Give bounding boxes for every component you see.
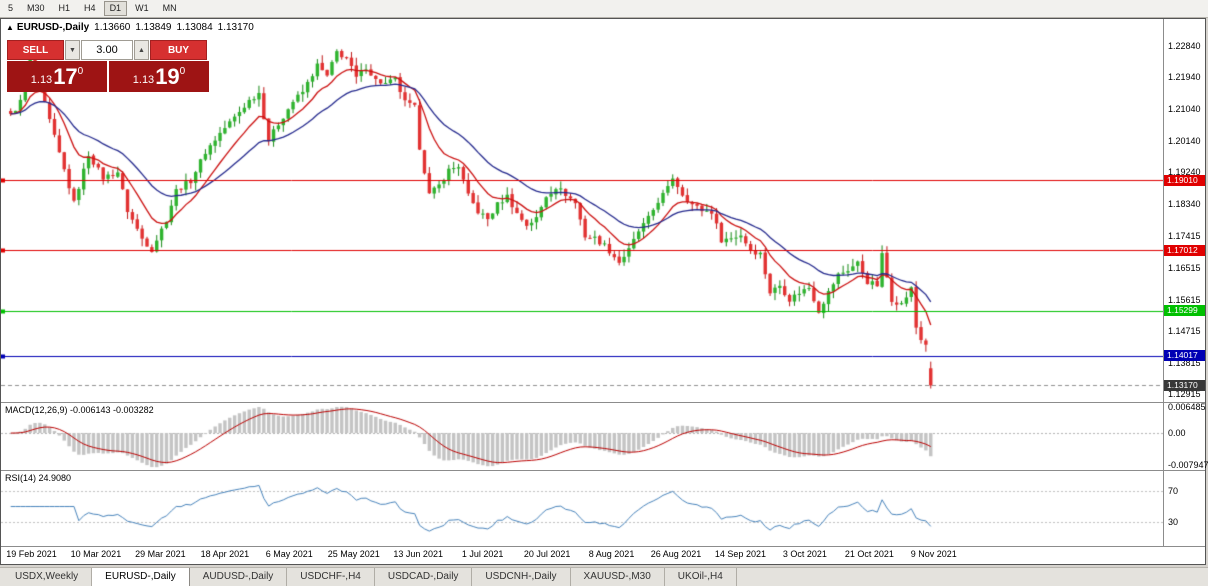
timeframe-button-h1[interactable]: H1 bbox=[52, 1, 77, 16]
date-axis-label: 14 Sep 2021 bbox=[714, 549, 766, 559]
sell-price-display[interactable]: 1.13 17 0 bbox=[7, 61, 107, 92]
chart-tab-usdcad-[interactable]: USDCAD-,Daily bbox=[374, 568, 473, 586]
chart-header: ▲ EURUSD-,Daily 1.13660 1.13849 1.13084 1.131… bbox=[6, 22, 254, 33]
price-level-tag: 1.19010 bbox=[1164, 174, 1205, 186]
price-axis-label: 1.18340 bbox=[1168, 198, 1201, 209]
price-axis-label: 1.20140 bbox=[1168, 135, 1201, 146]
timeframe-button-h4[interactable]: H4 bbox=[78, 1, 102, 16]
candlestick-chart[interactable] bbox=[1, 19, 1163, 546]
sell-price-pips: 17 bbox=[53, 63, 78, 89]
chart-tab-usdchf-[interactable]: USDCHF-,H4 bbox=[287, 568, 375, 586]
timeframe-button-d1[interactable]: D1 bbox=[103, 1, 128, 16]
macd-axis-bottom: -0.007947 bbox=[1168, 460, 1208, 471]
volume-increase-button[interactable]: ▲ bbox=[134, 40, 149, 60]
chart-window: ▲ EURUSD-,Daily 1.13660 1.13849 1.13084 1.131… bbox=[0, 18, 1208, 565]
price-axis-separator bbox=[1163, 19, 1164, 546]
date-axis-label: 20 Jul 2021 bbox=[523, 549, 571, 559]
buy-price-pips: 19 bbox=[155, 63, 180, 89]
one-click-trading-panel: SELL ▼ 3.00 ▲ BUY 1.13 17 0 1.13 19 0 bbox=[7, 40, 209, 92]
timeframe-button-m30[interactable]: M30 bbox=[21, 1, 51, 16]
buy-button[interactable]: BUY bbox=[150, 40, 207, 60]
ohlc-open: 1.13660 bbox=[94, 22, 131, 33]
date-axis-label: 3 Oct 2021 bbox=[782, 549, 827, 559]
trade-prices-row: 1.13 17 0 1.13 19 0 bbox=[7, 61, 209, 92]
price-level-tag: 1.17012 bbox=[1164, 244, 1205, 256]
price-axis-label: 1.12915 bbox=[1168, 389, 1201, 400]
timeframe-button-w1[interactable]: W1 bbox=[129, 1, 155, 16]
price-level-tag: 1.15299 bbox=[1164, 305, 1205, 317]
buy-price-pipette: 0 bbox=[179, 65, 186, 77]
sell-price-pipette: 0 bbox=[77, 65, 84, 77]
rsi-indicator-label: RSI(14) 24.9080 bbox=[5, 473, 72, 483]
volume-decrease-button[interactable]: ▼ bbox=[65, 40, 80, 60]
chart-tab-usdx[interactable]: USDX,Weekly bbox=[2, 568, 93, 586]
price-axis-label: 1.21040 bbox=[1168, 103, 1201, 114]
macd-axis-top: 0.006485 bbox=[1168, 401, 1206, 412]
date-axis-label: 6 May 2021 bbox=[265, 549, 313, 559]
timeframe-button-5[interactable]: 5 bbox=[2, 1, 20, 16]
date-axis-label: 25 May 2021 bbox=[327, 549, 380, 559]
volume-input[interactable]: 3.00 bbox=[81, 40, 133, 60]
chart-tab-audusd-[interactable]: AUDUSD-,Daily bbox=[189, 568, 288, 586]
rsi-axis-upper: 70 bbox=[1168, 485, 1179, 496]
price-axis-label: 1.13815 bbox=[1168, 357, 1201, 368]
date-axis-label: 10 Mar 2021 bbox=[70, 549, 122, 559]
price-axis-label: 1.19240 bbox=[1168, 167, 1201, 178]
sell-price-base: 1.13 bbox=[30, 74, 53, 86]
price-axis-label: 1.14715 bbox=[1168, 326, 1201, 337]
date-axis-label: 8 Aug 2021 bbox=[588, 549, 635, 559]
collapse-icon[interactable]: ▲ bbox=[6, 23, 14, 32]
date-axis-label: 13 Jun 2021 bbox=[393, 549, 443, 559]
timeframe-button-mn[interactable]: MN bbox=[156, 1, 183, 16]
date-axis-label: 21 Oct 2021 bbox=[844, 549, 894, 559]
buy-price-base: 1.13 bbox=[132, 74, 155, 86]
macd-indicator-label: MACD(12,26,9) -0.006143 -0.003282 bbox=[5, 405, 154, 415]
buy-price-display[interactable]: 1.13 19 0 bbox=[109, 61, 209, 92]
price-axis-label: 1.15615 bbox=[1168, 294, 1201, 305]
chart-tab-usdcnh-[interactable]: USDCNH-,Daily bbox=[472, 568, 571, 586]
price-axis-label: 1.21940 bbox=[1168, 72, 1201, 83]
date-axis-label: 1 Jul 2021 bbox=[461, 549, 504, 559]
ohlc-low: 1.13084 bbox=[176, 22, 213, 33]
chart-tab-xauusd-[interactable]: XAUUSD-,M30 bbox=[570, 568, 665, 586]
chart-tab-eurusd-[interactable]: EURUSD-,Daily bbox=[92, 568, 190, 586]
date-axis-label: 26 Aug 2021 bbox=[650, 549, 702, 559]
chart-tab-bar: USDX,Weekly EURUSD-,Daily AUDUSD-,Daily USD… bbox=[0, 567, 1208, 586]
ohlc-high: 1.13849 bbox=[135, 22, 172, 33]
date-axis-separator bbox=[1, 546, 1205, 547]
pane-separator-rsi[interactable] bbox=[1, 470, 1205, 471]
date-axis-label: 19 Feb 2021 bbox=[6, 549, 57, 559]
macd-axis-zero: 0.00 bbox=[1168, 428, 1186, 439]
price-axis-label: 1.17415 bbox=[1168, 231, 1201, 242]
date-axis-label: 9 Nov 2021 bbox=[910, 549, 957, 559]
chart-title: EURUSD-,Daily bbox=[16, 22, 90, 33]
rsi-axis-lower: 30 bbox=[1168, 517, 1179, 528]
pane-separator-macd[interactable] bbox=[1, 402, 1205, 403]
current-price-tag: 1.13170 bbox=[1164, 379, 1205, 391]
date-axis-label: 18 Apr 2021 bbox=[200, 549, 250, 559]
price-level-tag: 1.14017 bbox=[1164, 350, 1205, 362]
sell-button[interactable]: SELL bbox=[7, 40, 64, 60]
price-axis-label: 1.16515 bbox=[1168, 262, 1201, 273]
chart-tab-ukoil-[interactable]: UKOil-,H4 bbox=[664, 568, 737, 586]
timeframe-toolbar: 5 M30 H1 H4 D1 W1 MN bbox=[0, 0, 1208, 18]
price-axis-label: 1.22840 bbox=[1168, 40, 1201, 51]
ohlc-close: 1.13170 bbox=[217, 22, 254, 33]
date-axis-label: 29 Mar 2021 bbox=[135, 549, 186, 559]
trade-buttons-row: SELL ▼ 3.00 ▲ BUY bbox=[7, 40, 209, 60]
